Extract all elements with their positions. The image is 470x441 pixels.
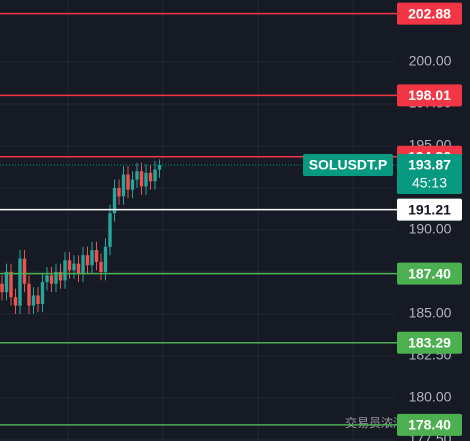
- level-label-box: [397, 413, 462, 436]
- candle-body: [85, 255, 90, 266]
- candle-body: [94, 250, 99, 262]
- candle-body: [45, 275, 49, 283]
- candle-body: [49, 275, 54, 284]
- candle-body: [121, 174, 126, 197]
- y-tick-label: 190.00: [409, 221, 452, 237]
- candle-body: [130, 179, 135, 190]
- level-label: 178.40: [408, 417, 451, 433]
- watermark: 交易员浓浓: [345, 415, 405, 430]
- candle-body: [72, 263, 76, 271]
- candle-body: [13, 297, 18, 306]
- candle-body: [117, 187, 121, 197]
- candle-body: [103, 246, 108, 272]
- candle-body: [18, 258, 22, 306]
- candle-body: [58, 271, 63, 281]
- candle-body: [27, 283, 31, 306]
- candle-body: [112, 187, 117, 214]
- symbol-label: SOLUSDT.P: [309, 157, 388, 173]
- candle-body: [63, 260, 67, 281]
- level-label-box: [397, 84, 462, 107]
- candle-body: [81, 255, 85, 274]
- y-tick-label: 185.00: [409, 305, 452, 321]
- candle-body: [153, 169, 157, 182]
- level-label: 198.01: [408, 87, 451, 103]
- countdown-label: 45:13: [412, 175, 447, 191]
- candle-body: [148, 172, 153, 182]
- level-label: 191.21: [408, 201, 451, 217]
- candle-body: [139, 171, 144, 187]
- symbol-box: [303, 153, 393, 176]
- level-label-box: [397, 262, 462, 285]
- candle-body: [40, 282, 45, 304]
- level-label-box: [397, 2, 462, 25]
- candle-body: [144, 172, 148, 187]
- level-label: 183.29: [408, 334, 451, 350]
- level-label-box: [397, 331, 462, 354]
- y-tick-label: 180.00: [409, 389, 452, 405]
- candle-body: [9, 271, 13, 298]
- candle-body: [22, 258, 27, 284]
- candle-body: [4, 271, 9, 293]
- candle-body: [135, 171, 139, 180]
- candle-body: [76, 263, 81, 274]
- candle-body: [31, 295, 36, 306]
- level-label: 202.88: [408, 5, 451, 21]
- level-label-box: [397, 198, 462, 221]
- candle-body: [108, 213, 112, 247]
- candle-body: [90, 250, 94, 266]
- candle-body: [0, 283, 4, 293]
- candle-body: [99, 261, 103, 272]
- vertical-grid: [67, 0, 354, 441]
- level-label: 187.40: [408, 265, 451, 281]
- candle-body: [67, 260, 72, 271]
- y-tick-label: 200.00: [409, 53, 452, 69]
- candle-body: [36, 295, 40, 304]
- candle-body: [126, 174, 130, 190]
- current-price-label: 193.87: [408, 157, 451, 173]
- candle-body: [157, 164, 162, 170]
- candle-body: [54, 271, 58, 284]
- current-price-box: [397, 153, 462, 194]
